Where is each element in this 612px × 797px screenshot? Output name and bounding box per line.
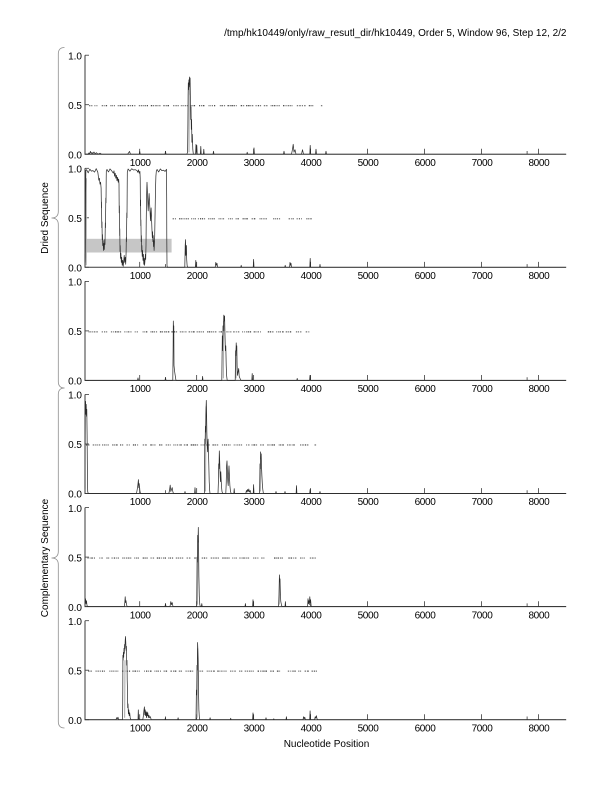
svg-text:2000: 2000 (187, 497, 209, 508)
svg-text:7000: 7000 (472, 723, 494, 734)
svg-text:2000: 2000 (187, 610, 209, 621)
svg-text:7000: 7000 (472, 384, 494, 395)
svg-text:Dried Sequence: Dried Sequence (40, 182, 51, 254)
svg-text:3000: 3000 (244, 158, 266, 169)
svg-text:4000: 4000 (301, 723, 323, 734)
svg-text:7000: 7000 (472, 610, 494, 621)
svg-text:4000: 4000 (301, 271, 323, 282)
svg-text:8000: 8000 (528, 271, 550, 282)
svg-text:1.0: 1.0 (68, 617, 82, 628)
svg-text:1000: 1000 (130, 158, 152, 169)
svg-text:2000: 2000 (187, 271, 209, 282)
svg-text:8000: 8000 (528, 610, 550, 621)
svg-text:1.0: 1.0 (68, 391, 82, 402)
svg-text:4000: 4000 (301, 497, 323, 508)
svg-text:6000: 6000 (415, 610, 437, 621)
svg-text:2000: 2000 (187, 723, 209, 734)
svg-text:3000: 3000 (244, 384, 266, 395)
svg-text:0.5: 0.5 (68, 214, 82, 225)
svg-text:8000: 8000 (528, 158, 550, 169)
svg-text:1.0: 1.0 (68, 278, 82, 289)
svg-text:5000: 5000 (358, 271, 380, 282)
svg-text:1000: 1000 (130, 271, 152, 282)
svg-text:0.5: 0.5 (68, 101, 82, 112)
svg-text:0.0: 0.0 (68, 603, 82, 614)
svg-text:2000: 2000 (187, 158, 209, 169)
svg-text:5000: 5000 (358, 610, 380, 621)
svg-text:5000: 5000 (358, 158, 380, 169)
svg-text:0.0: 0.0 (68, 716, 82, 727)
svg-text:6000: 6000 (415, 158, 437, 169)
svg-text:3000: 3000 (244, 271, 266, 282)
svg-text:0.5: 0.5 (68, 666, 82, 677)
svg-text:1000: 1000 (130, 384, 152, 395)
svg-text:5000: 5000 (358, 384, 380, 395)
svg-text:1.0: 1.0 (68, 51, 82, 62)
svg-text:1.0: 1.0 (68, 504, 82, 515)
svg-text:2000: 2000 (187, 384, 209, 395)
svg-text:6000: 6000 (415, 271, 437, 282)
svg-text:Complementary Sequence: Complementary Sequence (40, 498, 51, 617)
svg-text:6000: 6000 (415, 723, 437, 734)
svg-text:0.0: 0.0 (68, 150, 82, 161)
svg-text:8000: 8000 (528, 723, 550, 734)
svg-text:7000: 7000 (472, 271, 494, 282)
svg-text:/tmp/hk10449/only/raw_resutl_d: /tmp/hk10449/only/raw_resutl_dir/hk10449… (224, 28, 567, 39)
svg-text:8000: 8000 (528, 497, 550, 508)
svg-text:0.0: 0.0 (68, 377, 82, 388)
svg-text:6000: 6000 (415, 384, 437, 395)
svg-text:0.5: 0.5 (68, 553, 82, 564)
svg-text:3000: 3000 (244, 610, 266, 621)
svg-text:3000: 3000 (244, 497, 266, 508)
svg-text:8000: 8000 (528, 384, 550, 395)
svg-text:5000: 5000 (358, 723, 380, 734)
svg-text:1000: 1000 (130, 497, 152, 508)
svg-text:0.5: 0.5 (68, 440, 82, 451)
svg-text:4000: 4000 (301, 158, 323, 169)
svg-text:0.0: 0.0 (68, 264, 82, 275)
svg-text:0.5: 0.5 (68, 327, 82, 338)
svg-text:0.0: 0.0 (68, 490, 82, 501)
svg-text:6000: 6000 (415, 497, 437, 508)
svg-text:7000: 7000 (472, 158, 494, 169)
svg-text:Nucleotide Position: Nucleotide Position (284, 739, 370, 750)
svg-text:1000: 1000 (130, 723, 152, 734)
svg-text:1.0: 1.0 (68, 165, 82, 176)
svg-text:1000: 1000 (130, 610, 152, 621)
svg-text:7000: 7000 (472, 497, 494, 508)
svg-text:5000: 5000 (358, 497, 380, 508)
svg-text:4000: 4000 (301, 610, 323, 621)
svg-text:4000: 4000 (301, 384, 323, 395)
svg-text:3000: 3000 (244, 723, 266, 734)
